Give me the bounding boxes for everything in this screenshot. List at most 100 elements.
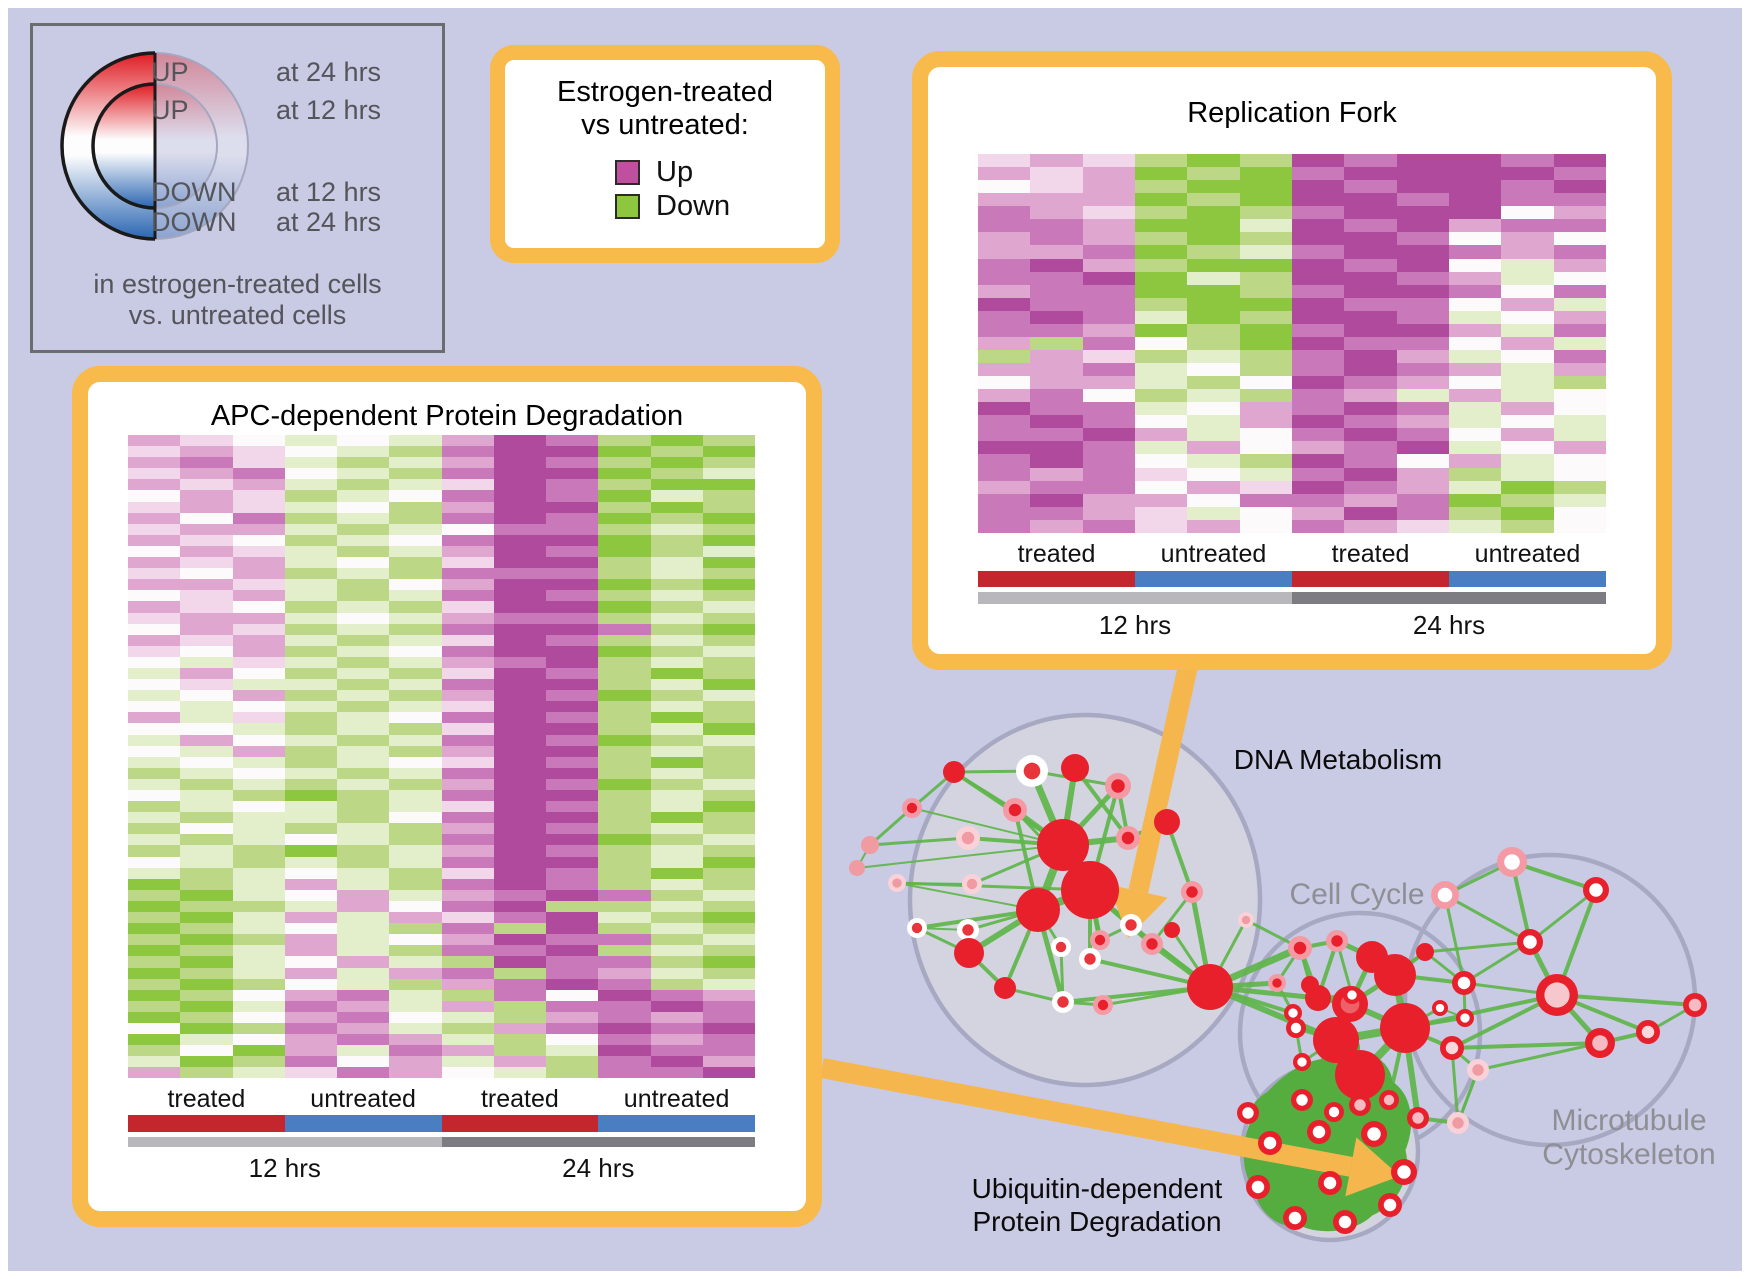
gene-node (1016, 888, 1060, 932)
gene-node-core (1472, 1064, 1484, 1076)
gene-node (849, 860, 865, 876)
heatmap-cell (180, 501, 233, 513)
heatmap-cell (180, 801, 233, 813)
heatmap-row (128, 978, 755, 990)
heatmap-cell (337, 867, 390, 879)
heatmap-cell (702, 568, 755, 580)
heatmap-cell (337, 756, 390, 768)
heatmap-cell (493, 690, 546, 702)
heatmap-cell (232, 557, 285, 569)
heatmap-cell (1030, 349, 1083, 363)
heatmap-cell (1030, 323, 1083, 337)
heatmap-cell (546, 756, 599, 768)
heatmap-cell (702, 446, 755, 458)
heatmap-cell (441, 900, 494, 913)
heatmap-cell (1187, 454, 1240, 468)
time-bar-segment (128, 1137, 442, 1147)
heatmap-cell (598, 656, 651, 668)
heatmap-cell (1448, 441, 1502, 455)
heatmap-cell (337, 490, 390, 502)
heatmap-cell (598, 923, 651, 935)
heatmap-cell (180, 656, 233, 668)
heatmap-cell (232, 568, 285, 580)
heatmap-cell (546, 446, 599, 458)
heatmap-cell (1030, 310, 1083, 324)
heatmap-cell (284, 1022, 337, 1035)
heatmap-cell (441, 634, 494, 646)
heatmap-cell (1134, 297, 1188, 311)
heatmap-cell (1291, 297, 1345, 311)
heatmap-cell (284, 745, 337, 757)
heatmap-cell (1396, 271, 1449, 285)
heatmap-row (978, 154, 1606, 168)
heatmap-cell (1501, 193, 1554, 207)
heatmap-cell (1082, 310, 1135, 324)
heatmap-cell (1082, 376, 1135, 390)
gene-node-core (1251, 1180, 1265, 1194)
heatmap-cell (1239, 154, 1292, 168)
heatmap-cell (337, 934, 390, 946)
heatmap-cell (493, 967, 546, 979)
heatmap-cell (389, 1067, 442, 1079)
heatmap-cell (128, 656, 181, 668)
heatmap-cell (650, 912, 703, 924)
heatmap-row (128, 645, 755, 657)
heatmap-cell (493, 667, 546, 680)
heatmap-row (128, 778, 755, 790)
heatmap-cell (389, 446, 442, 458)
heatmap-cell (441, 1022, 494, 1035)
heatmap-cell (1448, 493, 1502, 507)
heatmap-cell (128, 645, 181, 657)
heatmap-cell (546, 701, 599, 713)
heatmap-cell (1396, 441, 1449, 455)
heatmap-cell (232, 812, 285, 824)
heatmap-cell (180, 590, 233, 602)
heatmap-cell (650, 723, 703, 735)
heatmap-cell (1134, 206, 1188, 220)
heatmap-cell (1187, 480, 1240, 494)
heatmap-row (128, 745, 755, 757)
gene-node-core (966, 878, 978, 890)
heatmap-cell (546, 723, 599, 735)
heatmap-cell (389, 767, 442, 779)
heatmap-cell (493, 512, 546, 524)
heatmap-cell (337, 900, 390, 913)
heatmap-cell (702, 734, 755, 746)
heatmap-cell (337, 446, 390, 458)
heatmap-cell (1448, 271, 1502, 285)
heatmap-cell (1344, 389, 1397, 403)
gene-node (1061, 754, 1089, 782)
heatmap-cell (441, 457, 494, 469)
treatment-bar-segment (978, 571, 1135, 587)
network-edge (869, 836, 969, 847)
heatmap-cell (337, 690, 390, 702)
heatmap-cell (546, 590, 599, 602)
heatmap-cell (128, 590, 181, 602)
heatmap-cell (493, 579, 546, 591)
heatmap-cell (232, 679, 285, 691)
heatmap-cell (1344, 180, 1397, 194)
heatmap-row (128, 1022, 755, 1035)
heatmap-cell (1082, 480, 1135, 494)
heatmap-cell (284, 679, 337, 691)
heatmap-cell (702, 900, 755, 913)
heatmap-cell (1134, 180, 1188, 194)
heatmap-cell (598, 1000, 651, 1012)
heatmap-cell (389, 667, 442, 680)
heatmap-cell (1396, 167, 1449, 181)
heatmap-cell (128, 490, 181, 502)
heatmap-cell (650, 667, 703, 680)
heatmap-cell (493, 446, 546, 458)
heatmap-cell (232, 590, 285, 602)
heatmap-cell (978, 323, 1031, 337)
heatmap-cell (1291, 506, 1345, 520)
heatmap-cell (650, 712, 703, 724)
heatmap-cell (702, 867, 755, 879)
heatmap-cell (1030, 480, 1083, 494)
heatmap-cell (1344, 219, 1397, 233)
heatmap-cell (441, 679, 494, 691)
heatmap-cell (1187, 493, 1240, 507)
heatmap-cell (650, 834, 703, 846)
heatmap-cell (1501, 376, 1554, 390)
heatmap-cell (441, 823, 494, 835)
